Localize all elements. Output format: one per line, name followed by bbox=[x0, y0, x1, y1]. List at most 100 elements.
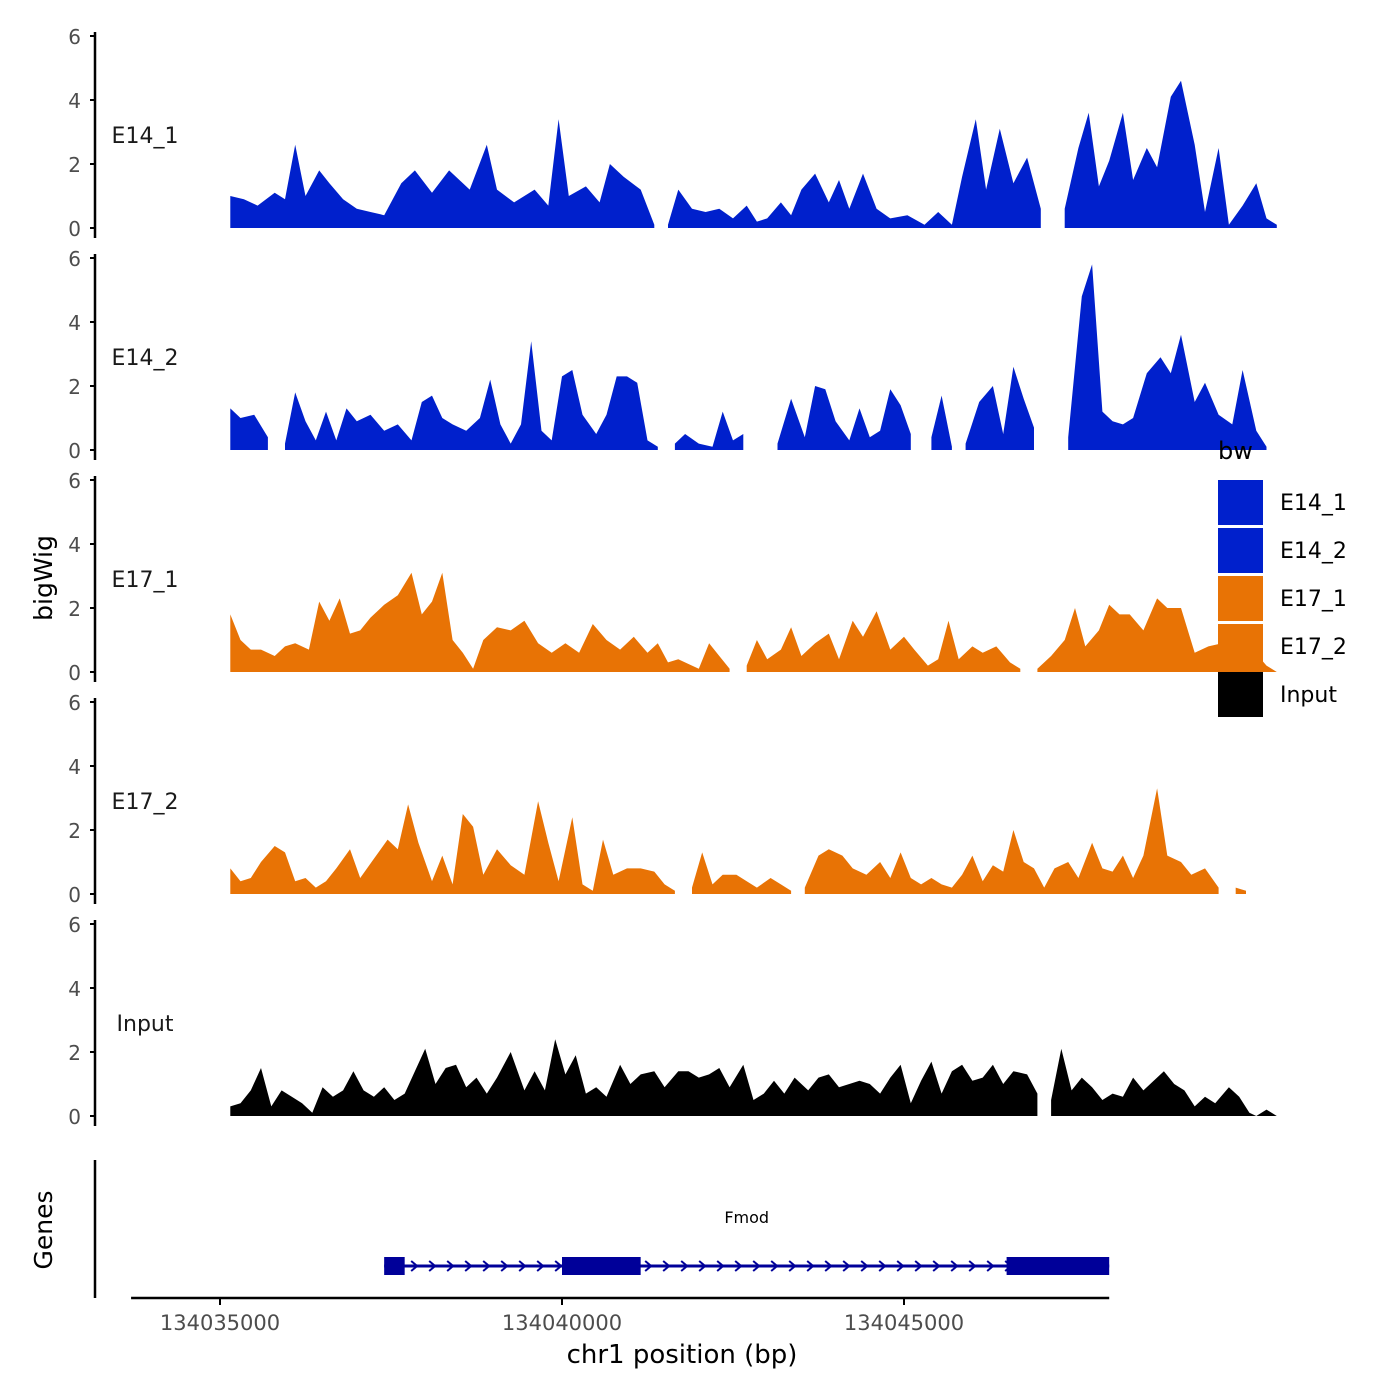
legend-title: bw bbox=[1218, 437, 1253, 465]
gene-exon bbox=[384, 1257, 405, 1275]
area-E14_2 bbox=[230, 408, 268, 450]
x-tick-label: 134035000 bbox=[160, 1311, 280, 1335]
strand-arrow bbox=[986, 1260, 995, 1272]
strand-arrow bbox=[824, 1260, 833, 1272]
area-E17_2 bbox=[692, 852, 792, 894]
strand-arrow bbox=[536, 1260, 545, 1272]
area-E17_2 bbox=[804, 788, 1219, 894]
y-tick-label: 0 bbox=[68, 439, 81, 463]
strand-arrow bbox=[716, 1260, 725, 1272]
y-tick-label: 6 bbox=[68, 913, 81, 937]
track-E14_1: 0 2 4 6 E14_1 bbox=[68, 25, 1277, 241]
area-E14_2 bbox=[931, 395, 952, 450]
strand-arrow bbox=[752, 1260, 761, 1272]
gene-Fmod: Fmod bbox=[384, 1208, 1110, 1275]
y-tick-label: 2 bbox=[68, 375, 81, 399]
area-E14_2 bbox=[674, 411, 744, 450]
y-tick-label: 6 bbox=[68, 247, 81, 271]
area-E14_1 bbox=[1064, 80, 1277, 228]
strand-arrow bbox=[878, 1260, 887, 1272]
track-label: E17_1 bbox=[112, 568, 179, 593]
x-tick-label: 134045000 bbox=[844, 1311, 964, 1335]
legend-swatch bbox=[1218, 624, 1263, 669]
strand-arrow bbox=[968, 1260, 977, 1272]
strand-arrow bbox=[932, 1260, 941, 1272]
strand-arrow bbox=[554, 1260, 563, 1272]
strand-arrow bbox=[482, 1260, 491, 1272]
strand-arrow bbox=[644, 1260, 653, 1272]
area-E17_1 bbox=[1037, 598, 1277, 672]
tracks-group: 0 2 4 6 E14_1 0 2 4 6 E14_2 0 2 4 6 E17_1 0 2 4 6 E17_2 0 2 4 6… bbox=[68, 25, 1277, 1129]
area-E14_2 bbox=[777, 386, 911, 450]
strand-arrow bbox=[446, 1260, 455, 1272]
legend-label: E17_2 bbox=[1280, 635, 1347, 660]
strand-arrow bbox=[860, 1260, 869, 1272]
area-E17_2 bbox=[230, 801, 675, 894]
y-tick-label: 2 bbox=[68, 819, 81, 843]
x-axis: 134035000 134040000 134045000 bbox=[131, 1296, 1110, 1335]
strand-arrow bbox=[464, 1260, 473, 1272]
y-tick-label: 0 bbox=[68, 661, 81, 685]
track-label: Input bbox=[117, 1012, 174, 1037]
y-tick-label: 4 bbox=[68, 533, 81, 557]
y-axis-title: bigWig bbox=[29, 535, 58, 621]
area-E17_2 bbox=[1235, 887, 1246, 894]
area-E17_1 bbox=[230, 572, 730, 672]
gene-label: Fmod bbox=[724, 1208, 769, 1227]
legend-swatch bbox=[1218, 576, 1263, 621]
strand-arrow bbox=[518, 1260, 527, 1272]
y-tick-label: 6 bbox=[68, 691, 81, 715]
y-tick-label: 6 bbox=[68, 469, 81, 493]
legend: bw E14_1 E14_2 E17_1 E17_2 Input bbox=[1218, 437, 1347, 717]
genes-panel-title: Genes bbox=[29, 1190, 58, 1269]
track-label: E14_2 bbox=[112, 346, 179, 371]
y-tick-label: 2 bbox=[68, 1041, 81, 1065]
area-E14_2 bbox=[285, 341, 658, 450]
y-tick-label: 4 bbox=[68, 89, 81, 113]
gene-exon bbox=[562, 1257, 641, 1275]
y-tick-label: 2 bbox=[68, 153, 81, 177]
strand-arrow bbox=[842, 1260, 851, 1272]
strand-arrow bbox=[410, 1260, 419, 1272]
legend-label: E17_1 bbox=[1280, 587, 1347, 612]
area-E14_2 bbox=[1068, 264, 1267, 450]
y-tick-label: 4 bbox=[68, 977, 81, 1001]
strand-arrow bbox=[500, 1260, 509, 1272]
strand-arrow bbox=[896, 1260, 905, 1272]
strand-arrow bbox=[950, 1260, 959, 1272]
legend-label: E14_2 bbox=[1280, 539, 1347, 564]
legend-label: E14_1 bbox=[1280, 491, 1347, 516]
legend-label: Input bbox=[1280, 683, 1337, 708]
track-E17_1: 0 2 4 6 E17_1 bbox=[68, 469, 1277, 685]
y-tick-label: 6 bbox=[68, 25, 81, 49]
y-tick-label: 4 bbox=[68, 311, 81, 335]
area-Input bbox=[230, 1039, 1038, 1116]
strand-arrow bbox=[734, 1260, 743, 1272]
x-axis-title: chr1 position (bp) bbox=[567, 1340, 798, 1370]
track-E17_2: 0 2 4 6 E17_2 bbox=[68, 691, 1246, 907]
area-Input bbox=[1051, 1048, 1277, 1116]
x-tick-label: 134040000 bbox=[502, 1311, 622, 1335]
y-tick-label: 0 bbox=[68, 883, 81, 907]
strand-arrow bbox=[788, 1260, 797, 1272]
area-E17_1 bbox=[746, 611, 1021, 672]
legend-swatch bbox=[1218, 480, 1263, 525]
area-E14_2 bbox=[965, 366, 1034, 450]
genes-track: Fmod bbox=[93, 1160, 1110, 1298]
y-tick-label: 2 bbox=[68, 597, 81, 621]
track-label: E17_2 bbox=[112, 790, 179, 815]
strand-arrow bbox=[680, 1260, 689, 1272]
y-tick-label: 0 bbox=[68, 1105, 81, 1129]
area-E14_1 bbox=[668, 119, 1041, 228]
strand-arrow bbox=[428, 1260, 437, 1272]
strand-arrow bbox=[662, 1260, 671, 1272]
strand-arrow bbox=[806, 1260, 815, 1272]
area-E14_1 bbox=[230, 119, 655, 228]
legend-swatch bbox=[1218, 528, 1263, 573]
strand-arrow bbox=[770, 1260, 779, 1272]
legend-swatch bbox=[1218, 672, 1263, 717]
track-label: E14_1 bbox=[112, 124, 179, 149]
track-E14_2: 0 2 4 6 E14_2 bbox=[68, 247, 1267, 463]
strand-arrow bbox=[914, 1260, 923, 1272]
